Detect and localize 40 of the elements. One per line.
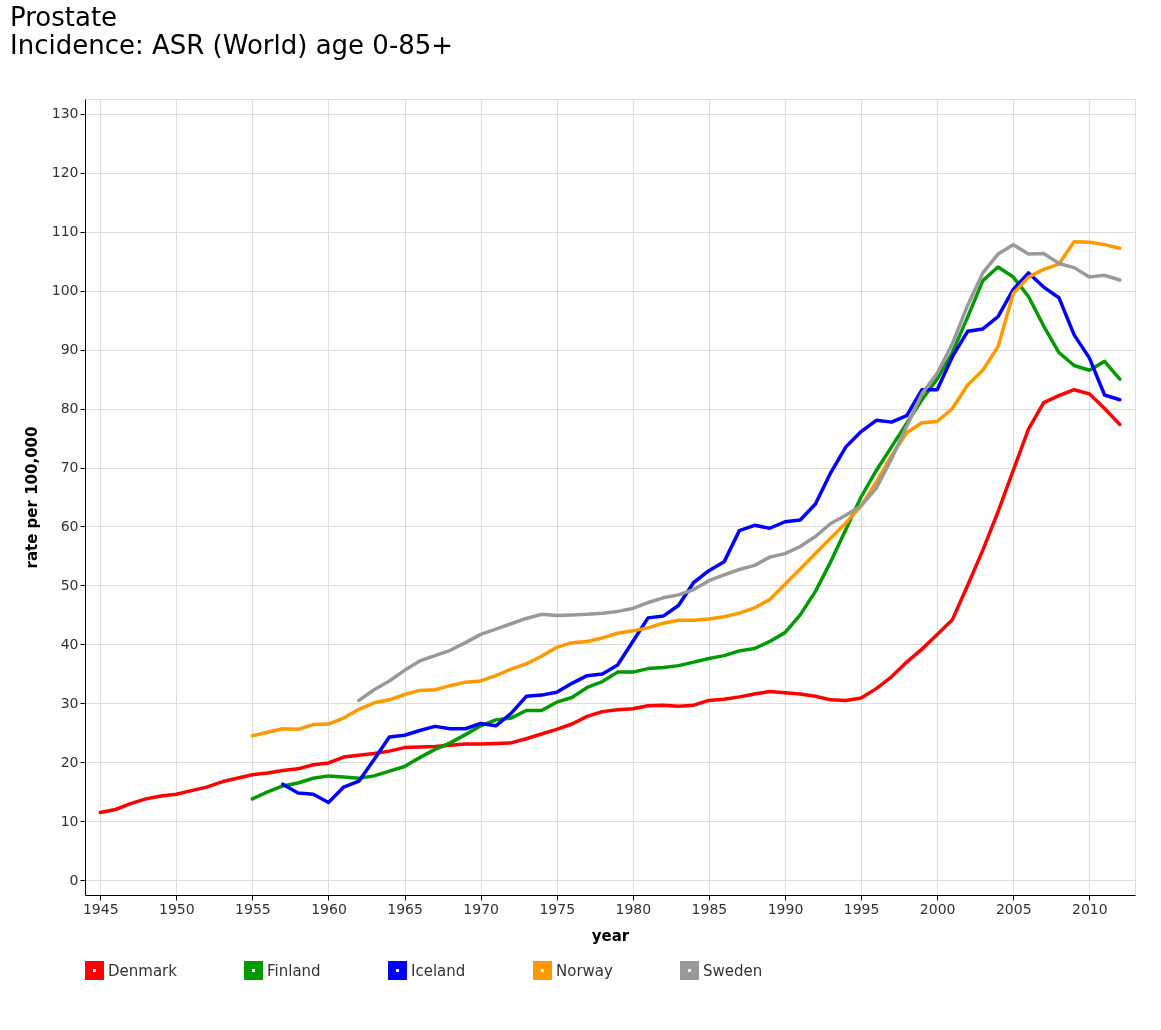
x-tick-label: 1990 [767,900,804,917]
line-series [357,242,1122,703]
y-axis-title: rate per 100,000 [22,426,41,569]
legend-label: Sweden [703,961,763,980]
legend-label: Iceland [411,961,466,980]
legend-label: Norway [556,961,614,980]
x-tick-label: 1955 [235,900,271,917]
y-tick-label: 50 [60,576,79,593]
x-tick-label: 1975 [539,900,576,917]
x-axis-title: year [591,926,630,945]
x-tick-label: 1995 [843,900,880,917]
x-tick-label: 1950 [158,900,195,917]
chart-title: Prostate [10,2,118,32]
y-tick-label: 110 [51,223,79,240]
x-tick-label: 1985 [691,900,728,917]
x-tick-label: 1965 [387,900,423,917]
y-tick-label: 10 [60,812,79,829]
y-tick-label: 40 [60,635,79,652]
y-tick-label: 90 [60,341,79,358]
y-tick-label: 100 [51,282,79,299]
x-tick-label: 1980 [615,900,652,917]
y-tick-label: 120 [51,164,79,181]
y-tick-label: 70 [60,459,79,476]
x-tick-label: 1960 [311,900,347,917]
legend-label: Denmark [108,961,178,980]
y-tick-label: 30 [60,694,79,711]
chart-subtitle: Incidence: ASR (World) age 0-85+ [10,30,454,60]
y-tick-label: 20 [60,753,79,770]
x-tick-label: 1970 [463,900,499,917]
y-tick-label: 80 [60,400,79,417]
legend-label: Finland [267,961,321,980]
x-tick-label: 2000 [919,900,956,917]
line-series [250,239,1122,738]
x-tick-label: 2010 [1072,900,1108,917]
y-tick-label: 60 [60,517,79,534]
x-tick-label: 2005 [995,900,1032,917]
y-tick-label: 130 [51,105,79,122]
x-tick-label: 1945 [82,900,119,917]
line-series [98,387,1122,815]
y-tick-label: 0 [69,871,79,888]
